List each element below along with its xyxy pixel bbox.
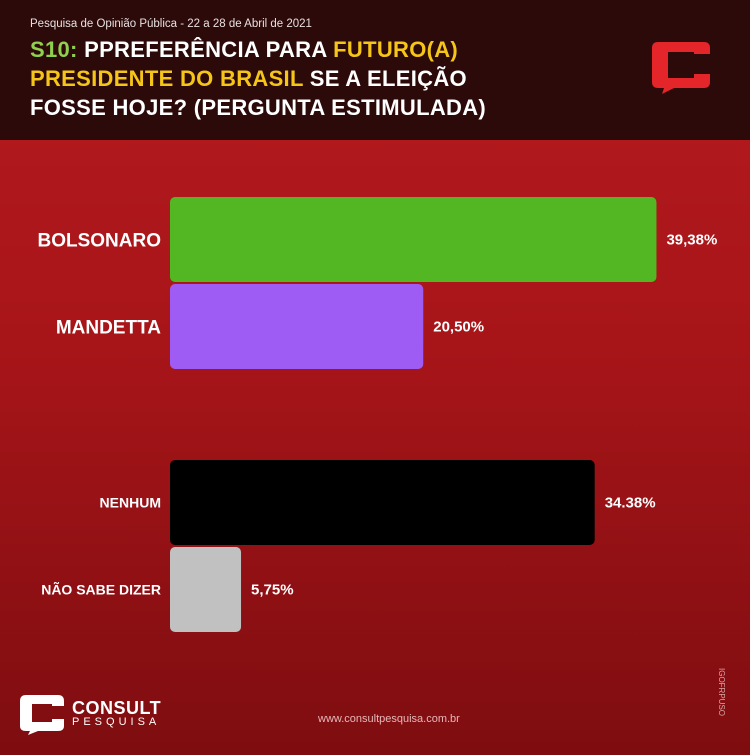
bar-2 xyxy=(170,460,595,545)
title-part-1b: FUTURO(A) xyxy=(333,37,459,62)
category-label-0: BOLSONARO xyxy=(38,231,162,252)
category-label-2: NENHUM xyxy=(100,495,161,511)
value-label-3: 5,75% xyxy=(251,582,294,599)
title-part-1a: PPREFERÊNCIA PARA xyxy=(84,37,334,62)
value-label-2: 34.38% xyxy=(605,495,656,512)
vertical-credit-text: IGOFRPUSO xyxy=(717,668,726,717)
bar-1 xyxy=(170,284,424,369)
question-code: S10: xyxy=(30,37,78,62)
consult-footer-logo-icon xyxy=(20,695,64,735)
value-label-0: 39,38% xyxy=(666,232,717,249)
title-part-2a: PRESIDENTE DO BRASIL xyxy=(30,66,304,91)
title-line-2: PRESIDENTE DO BRASIL SE A ELEIÇÃO xyxy=(30,66,467,92)
category-label-1: MANDETTA xyxy=(56,318,161,339)
title-line-3: FOSSE HOJE? (PERGUNTA ESTIMULADA) xyxy=(30,95,487,120)
title-part-2b: SE A ELEIÇÃO xyxy=(303,66,467,91)
bar-0 xyxy=(170,197,657,282)
brand-name: CONSULT xyxy=(72,698,162,718)
consult-c-logo-icon xyxy=(652,42,710,94)
bar-3 xyxy=(170,547,242,632)
title-line-1: S10: PPREFERÊNCIA PARA FUTURO(A) xyxy=(30,37,458,63)
category-label-3: NÃO SABE DIZER xyxy=(41,581,161,598)
website-url: www.consultpesquisa.com.br xyxy=(318,713,460,725)
header-band: Pesquisa de Opinião Pública - 22 a 28 de… xyxy=(0,0,750,140)
value-label-1: 20,50% xyxy=(433,319,484,336)
survey-date-line: Pesquisa de Opinião Pública - 22 a 28 de… xyxy=(30,18,312,30)
brand-subtitle: PESQUISA xyxy=(72,716,161,728)
